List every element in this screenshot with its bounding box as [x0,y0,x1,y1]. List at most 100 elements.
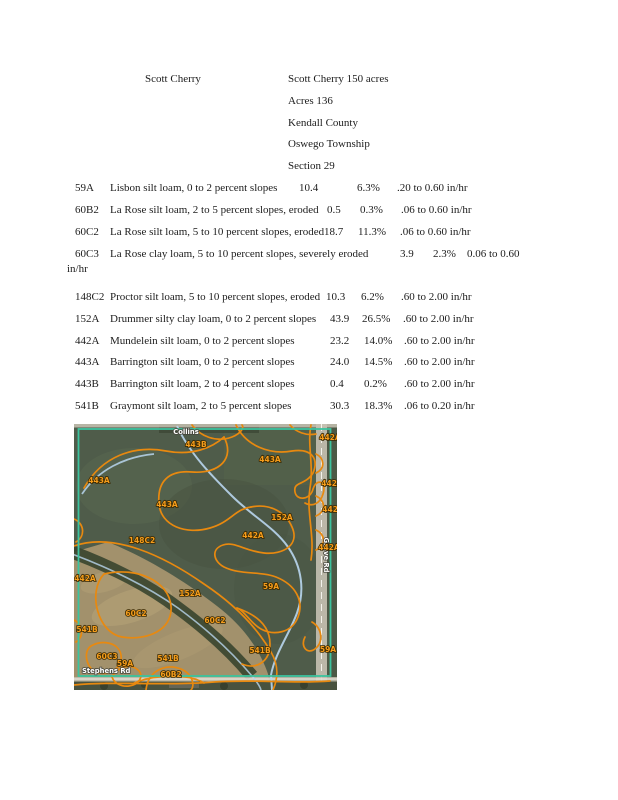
soil-code: 442A [75,335,100,347]
soil-boundary-path [315,453,325,551]
map-soil-label: 60C2 [204,616,225,625]
soil-table-row: 442A Mundelein silt loam, 0 to 2 percent… [0,335,618,357]
soil-percent: 2.3% [433,248,456,260]
soil-boundary-lines [74,424,331,690]
soil-table-row: 152A Drummer silty clay loam, 0 to 2 per… [0,313,618,335]
soil-boundary-path [302,621,322,652]
soil-name: Barrington silt loam, 0 to 2 percent slo… [110,356,295,368]
farm-summary-line: Scott Cherry 150 acres [288,73,389,85]
map-soil-label: 59A [117,659,133,668]
soil-name: La Rose clay loam, 5 to 10 percent slope… [110,248,369,260]
farm-summary-line: Section 29 [288,160,335,172]
soil-perm-rate: .60 to 2.00 in/hr [404,356,475,368]
farm-summary-line: Kendall County [288,117,358,129]
map-roads [74,424,337,690]
map-soil-label: 443A [156,500,178,509]
soil-boundary-path [85,641,122,675]
soil-acres: 10.4 [299,182,319,194]
soil-perm-rate: .06 to 0.60 in/hr [401,204,472,216]
map-soil-label: 60C2 [125,609,146,618]
soil-boundary-path [289,424,317,436]
soil-code: 60C3 [75,248,99,260]
soil-acres: 0.4 [330,378,344,390]
map-road-label-stephens-rd: Stephens Rd [82,667,131,675]
soil-perm-rate: 0.06 to 0.60 [467,248,520,260]
map-soil-label: 152A [179,589,201,598]
map-soil-label: 541B [76,625,98,634]
soil-percent: 14.5% [364,356,393,368]
map-soil-label: 442A [74,574,96,583]
map-soil-label: 60C3 [96,652,117,661]
soil-name: Drummer silty clay loam, 0 to 2 percent … [110,313,317,325]
soil-code: 148C2 [75,291,105,303]
soil-percent: 11.3% [358,226,387,238]
soil-perm-rate: .60 to 2.00 in/hr [401,291,472,303]
map-soil-label: 442A [321,479,337,488]
soil-name: La Rose silt loam, 5 to 10 percent slope… [110,226,325,238]
soil-table-row: 60C2 La Rose silt loam, 5 to 10 percent … [0,226,618,248]
soil-boundary-path [83,436,225,489]
soil-acres: 30.3 [330,400,350,412]
soil-name: Graymont silt loam, 2 to 5 percent slope… [110,400,292,412]
soil-acres: 23.2 [330,335,350,347]
soil-acres: 10.3 [326,291,346,303]
soil-percent: 0.3% [360,204,383,216]
soil-code: 59A [75,182,94,194]
soil-boundary-path [158,436,252,532]
soil-name: Lisbon silt loam, 0 to 2 percent slopes [110,182,278,194]
soil-code: 60C2 [75,226,99,238]
soil-boundary-path [74,541,278,690]
soil-percent: 26.5% [362,313,391,325]
soil-perm-rate: .60 to 2.00 in/hr [404,378,475,390]
soil-percent: 0.2% [364,378,387,390]
soil-code: 443A [75,356,100,368]
map-soil-label: 442A [242,531,264,540]
farm-summary-line: Acres 136 [288,95,333,107]
aerial-map-svg: Collins Grove Rd Stephens Rd 443B 442A 4… [74,424,337,690]
soil-acres: 3.9 [400,248,414,260]
soil-boundary-path [308,424,313,561]
aerial-terrain [74,424,337,690]
soil-table-row: 541B Graymont silt loam, 2 to 5 percent … [0,400,618,422]
field-boundary [77,428,332,677]
owner-name: Scott Cherry [145,73,201,85]
soil-table-row: 148C2 Proctor silt loam, 5 to 10 percent… [0,291,618,313]
soil-acres: 24.0 [330,356,350,368]
soil-perm-rate: .60 to 2.00 in/hr [404,335,475,347]
soil-boundary-path [214,505,301,634]
map-soil-label: 59A [263,582,279,591]
soil-code: 541B [75,400,99,412]
soil-perm-rate-wrap: in/hr [67,263,88,275]
soil-perm-rate: .06 to 0.60 in/hr [400,226,471,238]
soil-map: Collins Grove Rd Stephens Rd 443B 442A 4… [74,424,337,690]
soil-table-row: 60C3 La Rose clay loam, 5 to 10 percent … [0,248,618,275]
soil-code: 152A [75,313,100,325]
map-soil-label: 443B [185,440,207,449]
map-soil-label: 152A [271,513,293,522]
soil-boundary-path [235,424,325,506]
soil-code: 443B [75,378,99,390]
soil-perm-rate: .20 to 0.60 in/hr [397,182,468,194]
soil-boundary-path [191,424,244,441]
map-soil-label: 541B [157,654,179,663]
map-soil-label: 443A [88,476,110,485]
map-soil-label: 541B [249,646,271,655]
map-soil-label: 443A [259,455,281,464]
map-soil-label: 148C2 [129,536,155,545]
soil-acres: 0.5 [327,204,341,216]
soil-name: Mundelein silt loam, 0 to 2 percent slop… [110,335,295,347]
map-soil-label: 60B2 [160,670,181,679]
soil-boundary-path [95,571,172,639]
soil-table-row: 443B Barrington silt loam, 2 to 4 percen… [0,378,618,400]
map-road-label-collins: Collins [173,428,199,436]
soil-boundary-path [74,680,331,686]
soil-acres: 43.9 [330,313,350,325]
map-soil-label: 442A [319,433,337,442]
soil-perm-rate: .06 to 0.20 in/hr [404,400,475,412]
soil-boundary-path [236,607,271,667]
soil-percent: 18.3% [364,400,393,412]
soil-percent: 6.3% [357,182,380,194]
soil-table-row: 443A Barrington silt loam, 0 to 2 percen… [0,356,618,378]
map-soil-label: 442A [322,505,337,514]
